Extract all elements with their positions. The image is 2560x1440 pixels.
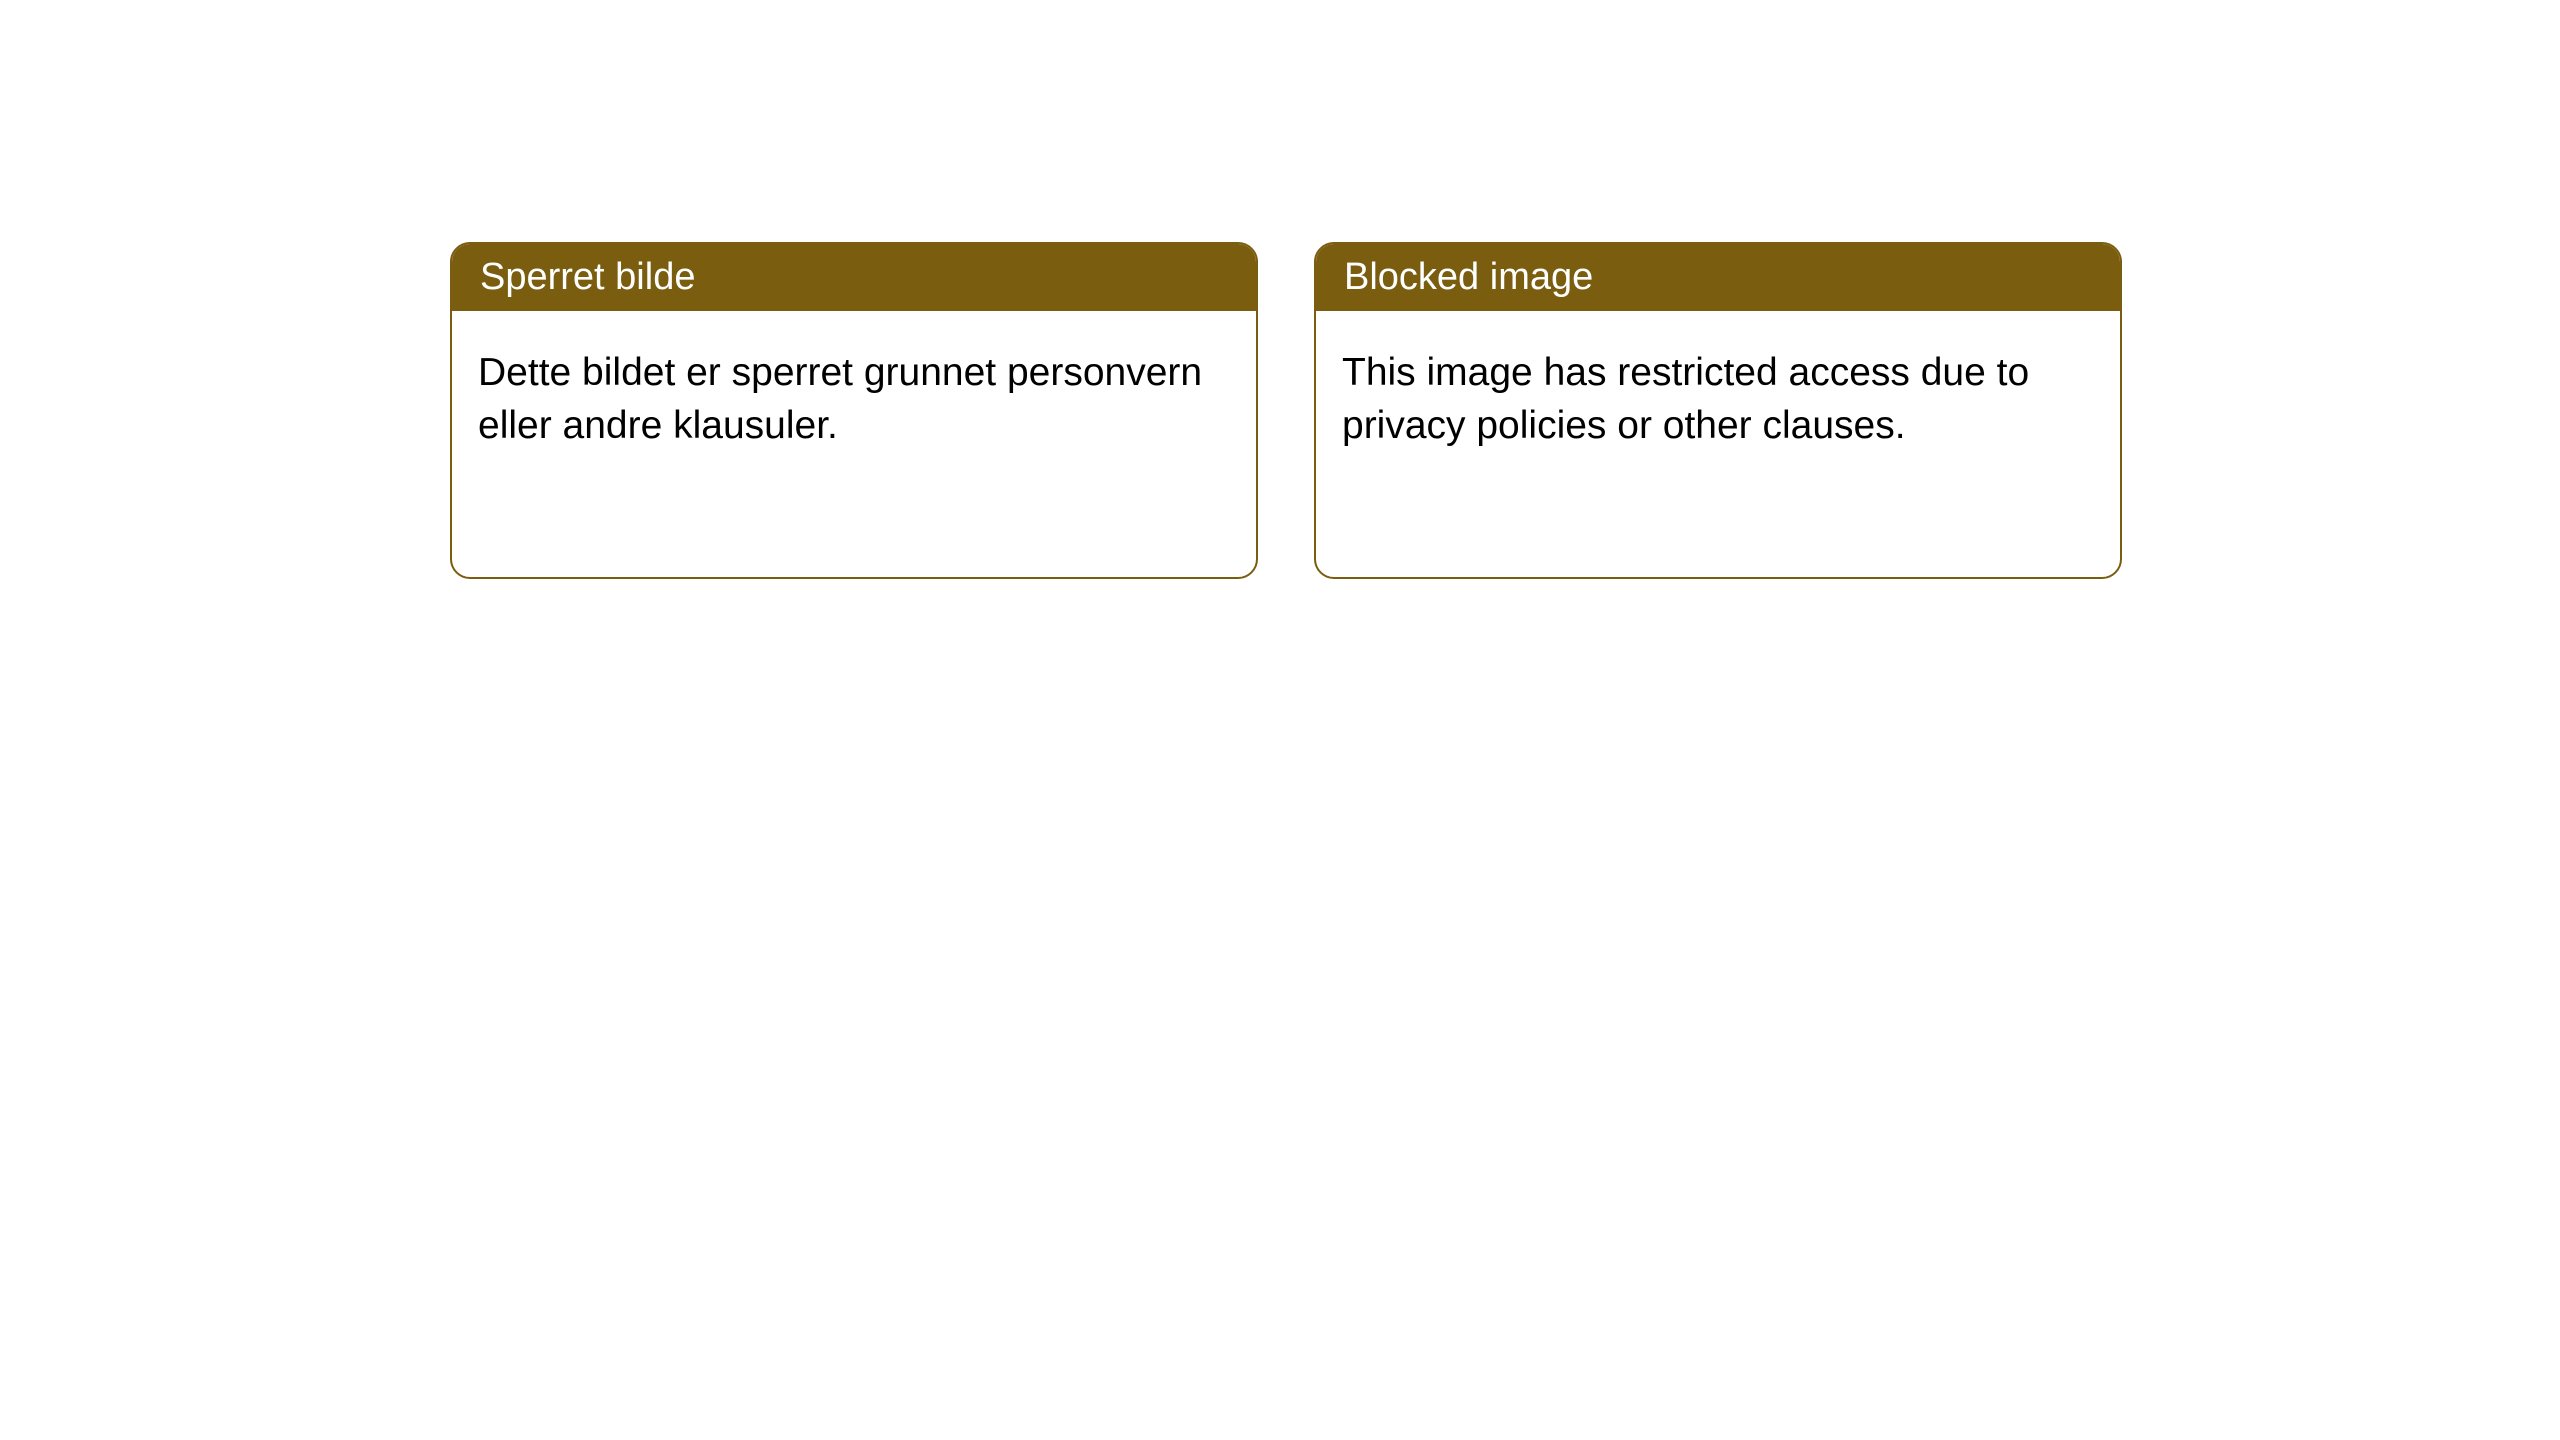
notice-card-english: Blocked image This image has restricted …	[1314, 242, 2122, 579]
notice-container: Sperret bilde Dette bildet er sperret gr…	[0, 0, 2560, 579]
card-title: Blocked image	[1344, 256, 1593, 298]
card-title: Sperret bilde	[480, 256, 695, 298]
card-body: This image has restricted access due to …	[1316, 311, 2120, 488]
card-header: Blocked image	[1316, 244, 2120, 311]
card-header: Sperret bilde	[452, 244, 1256, 311]
card-message: Dette bildet er sperret grunnet personve…	[478, 351, 1202, 447]
card-body: Dette bildet er sperret grunnet personve…	[452, 311, 1256, 488]
card-message: This image has restricted access due to …	[1342, 351, 2029, 447]
notice-card-norwegian: Sperret bilde Dette bildet er sperret gr…	[450, 242, 1258, 579]
